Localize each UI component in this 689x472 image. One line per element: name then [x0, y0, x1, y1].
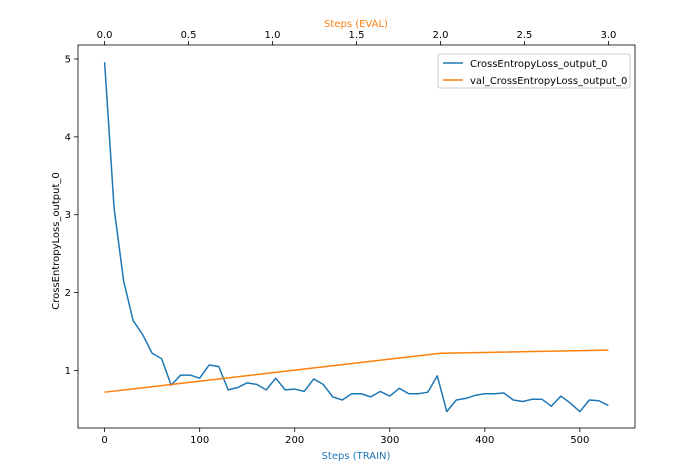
- y-axis-label: CrossEntropyLoss_output_0: [51, 172, 62, 310]
- y-tick-label: 5: [65, 55, 71, 66]
- series-layer: [103, 62, 609, 413]
- series-line-0: [103, 62, 609, 413]
- x-tick-label: 500: [570, 435, 589, 446]
- x-tick-label: 400: [475, 435, 494, 446]
- x-axis-label: Steps (TRAIN): [322, 451, 391, 462]
- x-tick-label: 100: [190, 435, 209, 446]
- x-tick-label: 200: [285, 435, 304, 446]
- y-tick-label: 1: [65, 366, 71, 377]
- y-tick-label: 4: [65, 132, 71, 143]
- x2-tick-label: 0.5: [181, 30, 197, 41]
- x2-tick-label: 1.0: [265, 30, 281, 41]
- x2-tick-label: 3.0: [601, 30, 617, 41]
- x-tick-label: 300: [380, 435, 399, 446]
- x2-tick-label: 1.5: [349, 30, 365, 41]
- x2-tick-label: 2.0: [433, 30, 449, 41]
- series-line-1: [104, 349, 609, 393]
- legend: CrossEntropyLoss_output_0 val_CrossEntro…: [437, 53, 631, 89]
- x-tick-label: 0: [101, 435, 107, 446]
- y-tick-label: 3: [65, 210, 71, 221]
- x-axis-top: 0.0 0.5 1.0 1.5 2.0 2.5 3.0: [97, 30, 617, 45]
- plot-border: [77, 44, 636, 429]
- plot-frame: [77, 44, 636, 429]
- legend-label-val: val_CrossEntropyLoss_output_0: [470, 76, 627, 87]
- y-axis: 1 2 3 4 5: [65, 55, 78, 377]
- x2-tick-label: 2.5: [517, 30, 533, 41]
- legend-box: [437, 53, 631, 89]
- legend-label-train: CrossEntropyLoss_output_0: [470, 59, 608, 70]
- x2-axis-label: Steps (EVAL): [324, 19, 388, 30]
- y-tick-label: 2: [65, 288, 71, 299]
- x-axis-bottom: 0 100 200 300 400 500: [101, 428, 589, 446]
- x2-tick-label: 0.0: [97, 30, 113, 41]
